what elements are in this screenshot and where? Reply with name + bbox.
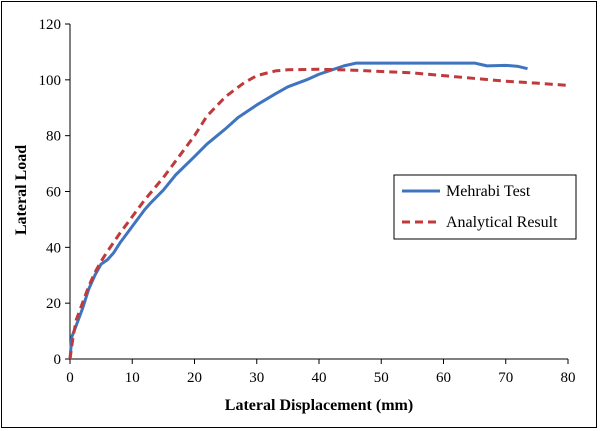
x-tick-label: 60 — [436, 370, 451, 386]
legend-label-analytical-result: Analytical Result — [446, 214, 558, 231]
legend-box — [393, 174, 577, 240]
y-tick-label: 0 — [54, 352, 62, 368]
y-axis: 0 20 40 60 80 100 120 — [39, 17, 71, 368]
x-tick-label: 20 — [187, 370, 202, 386]
legend: Mehrabi Test Analytical Result — [393, 174, 577, 240]
y-tick-label: 60 — [46, 185, 61, 201]
x-tick-label: 0 — [66, 370, 74, 386]
y-tick-label: 120 — [39, 17, 62, 33]
series-layer — [68, 61, 569, 360]
y-tick-label: 100 — [39, 73, 62, 89]
x-axis-title: Lateral Displacement (mm) — [225, 397, 413, 414]
y-tick-label: 80 — [46, 129, 61, 145]
x-tick-label: 30 — [249, 370, 264, 386]
x-tick-label: 80 — [561, 370, 576, 386]
x-tick-label: 10 — [125, 370, 140, 386]
y-axis-title: Lateral Load — [13, 145, 30, 235]
x-tick-label: 50 — [374, 370, 389, 386]
x-tick-label: 70 — [498, 370, 513, 386]
x-tick-label: 40 — [312, 370, 327, 386]
legend-label-mehrabi-test: Mehrabi Test — [446, 183, 531, 200]
series-line-analytical-result — [68, 67, 569, 360]
x-axis: 0 10 20 30 40 50 60 70 80 — [66, 358, 576, 386]
y-tick-label: 20 — [46, 296, 61, 312]
y-tick-label: 40 — [46, 240, 61, 256]
